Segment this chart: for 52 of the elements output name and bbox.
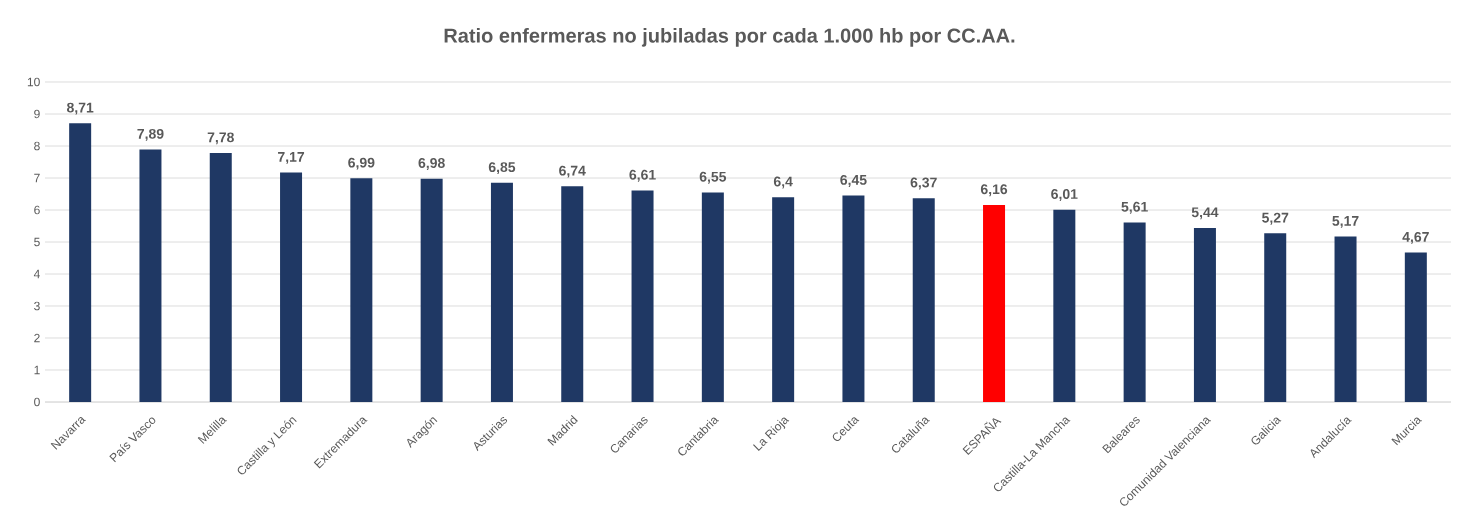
y-tick-label: 6 <box>34 205 40 215</box>
data-label: 6,99 <box>348 157 375 170</box>
data-label: 7,89 <box>137 128 164 141</box>
bar <box>772 197 795 402</box>
y-tick-label: 2 <box>34 333 40 343</box>
data-label: 7,78 <box>207 132 234 145</box>
bar <box>1123 222 1146 402</box>
data-label: 6,85 <box>488 162 516 175</box>
data-label: 6,16 <box>980 184 1008 197</box>
bar <box>350 178 373 402</box>
data-label: 6,61 <box>629 169 656 182</box>
data-label: 4,67 <box>1402 231 1429 244</box>
bar <box>139 149 162 402</box>
data-label: 6,98 <box>418 158 445 170</box>
bar <box>1264 233 1287 402</box>
y-tick-label: 4 <box>33 269 40 279</box>
y-tick-label: 5 <box>34 237 40 247</box>
bar <box>69 123 92 402</box>
bar <box>912 198 935 402</box>
y-tick-label: 0 <box>34 397 40 407</box>
data-label: 6,4 <box>773 176 793 189</box>
y-tick-label: 8 <box>34 141 40 151</box>
data-label: 6,74 <box>559 165 586 178</box>
bar <box>842 195 865 402</box>
bar <box>701 192 724 402</box>
bar <box>561 186 584 402</box>
bar <box>490 182 513 402</box>
y-tick-label: 1 <box>34 365 40 375</box>
data-label: 8,71 <box>66 102 94 115</box>
bar <box>1053 209 1076 402</box>
chart-title: Ratio enfermeras no jubiladas por cada 1.000 hb por CC.AA. <box>444 28 1015 47</box>
bar <box>1193 227 1216 402</box>
data-label: 5,44 <box>1191 207 1219 220</box>
bar <box>1404 252 1427 402</box>
bar <box>1334 236 1357 402</box>
y-tick-label: 9 <box>34 109 40 119</box>
data-label: 5,27 <box>1262 212 1289 225</box>
data-label: 6,45 <box>840 174 867 187</box>
bar <box>280 172 303 402</box>
y-tick-label: 7 <box>34 173 40 183</box>
bar <box>420 178 443 402</box>
data-label: 6,37 <box>910 177 937 190</box>
y-tick-label: 10 <box>27 77 40 87</box>
data-label: 5,61 <box>1121 201 1148 214</box>
y-tick-label: 3 <box>34 301 40 311</box>
data-label: 6,01 <box>1051 189 1078 201</box>
bar <box>983 204 1006 402</box>
data-label: 7,17 <box>278 152 305 164</box>
bar <box>631 190 654 402</box>
data-label: 5,17 <box>1332 216 1359 228</box>
data-label: 6,55 <box>699 171 727 184</box>
bar <box>209 153 232 402</box>
